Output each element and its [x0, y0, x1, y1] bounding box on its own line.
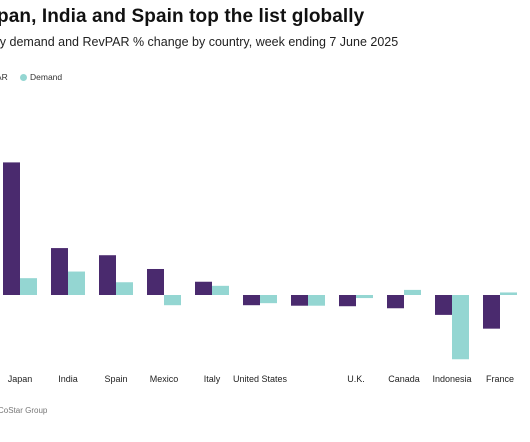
- bar-demand-india: [68, 271, 85, 295]
- legend-label-revpar: AR: [0, 72, 8, 82]
- bar-revpar-india: [51, 248, 68, 295]
- bar-demand-u-k: [356, 295, 373, 299]
- source-note: CoStar Group: [0, 406, 48, 415]
- bar-revpar-indonesia: [435, 295, 452, 315]
- chart-subtitle: ly demand and RevPAR % change by country…: [0, 35, 399, 49]
- x-tick-label-mexico: Mexico: [150, 374, 179, 384]
- bar-demand-japan: [20, 278, 37, 295]
- x-tick-label-united-states: United States: [233, 374, 288, 384]
- legend-swatch-demand: [20, 73, 27, 81]
- bar-demand-spain: [116, 282, 133, 295]
- x-tick-label-france: France: [486, 374, 514, 384]
- x-tick-label-italy: Italy: [204, 374, 221, 384]
- bar-demand-united-states: [260, 295, 277, 304]
- bar-revpar-japan: [3, 162, 20, 295]
- x-tick-label-japan: Japan: [8, 374, 33, 384]
- bar-demand-indonesia: [452, 295, 469, 360]
- bar-revpar-u-k: [339, 295, 356, 307]
- bar-revpar-mexico: [147, 268, 164, 295]
- chart-title: pan, India and Spain top the list global…: [0, 6, 365, 27]
- legend-item-demand: Demand: [20, 72, 62, 82]
- bar-demand-group-6: [308, 295, 325, 306]
- x-tick-label-india: India: [58, 374, 78, 384]
- bar-revpar-united-states: [243, 295, 260, 306]
- x-tick-label-u-k: U.K.: [347, 374, 365, 384]
- bar-demand-italy: [212, 285, 229, 295]
- bar-revpar-italy: [195, 281, 212, 295]
- bar-demand-mexico: [164, 295, 181, 306]
- x-tick-label-canada: Canada: [388, 374, 420, 384]
- legend-label-demand: Demand: [30, 72, 63, 82]
- bar-revpar-france: [483, 295, 500, 329]
- bar-demand-canada: [404, 289, 421, 295]
- bar-revpar-group-6: [291, 295, 308, 306]
- bar-demand-france: [500, 292, 517, 295]
- x-tick-label-indonesia: Indonesia: [432, 374, 471, 384]
- bar-revpar-spain: [99, 255, 116, 295]
- x-tick-label-spain: Spain: [104, 374, 127, 384]
- bar-revpar-canada: [387, 295, 404, 309]
- legend-item-revpar: AR: [0, 72, 8, 82]
